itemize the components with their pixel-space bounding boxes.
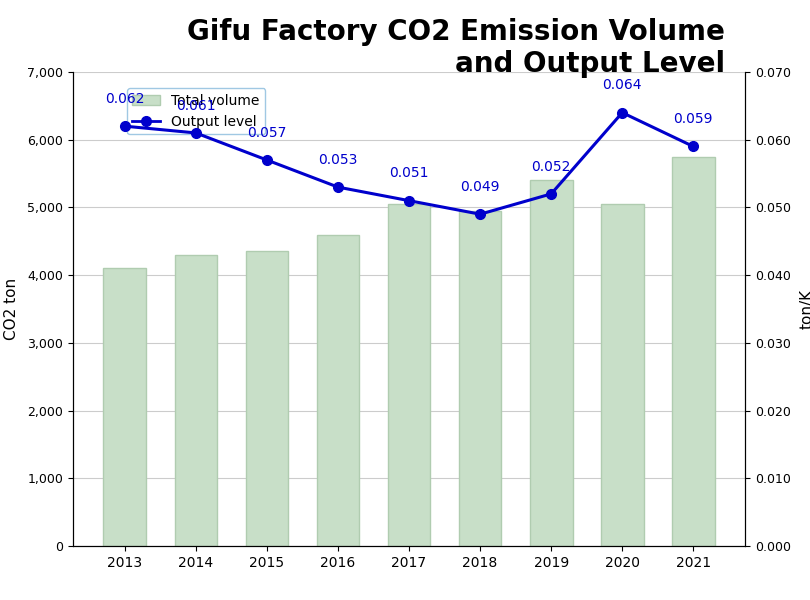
Text: 0.053: 0.053 (318, 153, 358, 167)
Bar (104, 268, 146, 546)
Bar (174, 255, 217, 546)
Text: 0.062: 0.062 (105, 92, 144, 106)
Legend: Total volume, Output level: Total volume, Output level (127, 88, 266, 134)
Text: 0.052: 0.052 (531, 160, 571, 173)
Text: 0.064: 0.064 (603, 79, 642, 92)
Bar (458, 211, 501, 546)
Text: 0.049: 0.049 (460, 180, 500, 194)
Bar (317, 235, 360, 546)
Bar (672, 157, 714, 546)
Text: Gifu Factory CO2 Emission Volume
and Output Level: Gifu Factory CO2 Emission Volume and Out… (187, 18, 725, 79)
Y-axis label: CO2 ton: CO2 ton (4, 278, 19, 340)
Bar (245, 251, 288, 546)
Bar (530, 181, 573, 546)
Y-axis label: ton/K: ton/K (799, 289, 810, 329)
Bar (601, 204, 644, 546)
Text: 0.061: 0.061 (176, 98, 215, 113)
Text: 0.051: 0.051 (390, 166, 428, 181)
Text: 0.059: 0.059 (674, 112, 713, 126)
Text: 0.057: 0.057 (247, 126, 287, 140)
Bar (388, 204, 430, 546)
